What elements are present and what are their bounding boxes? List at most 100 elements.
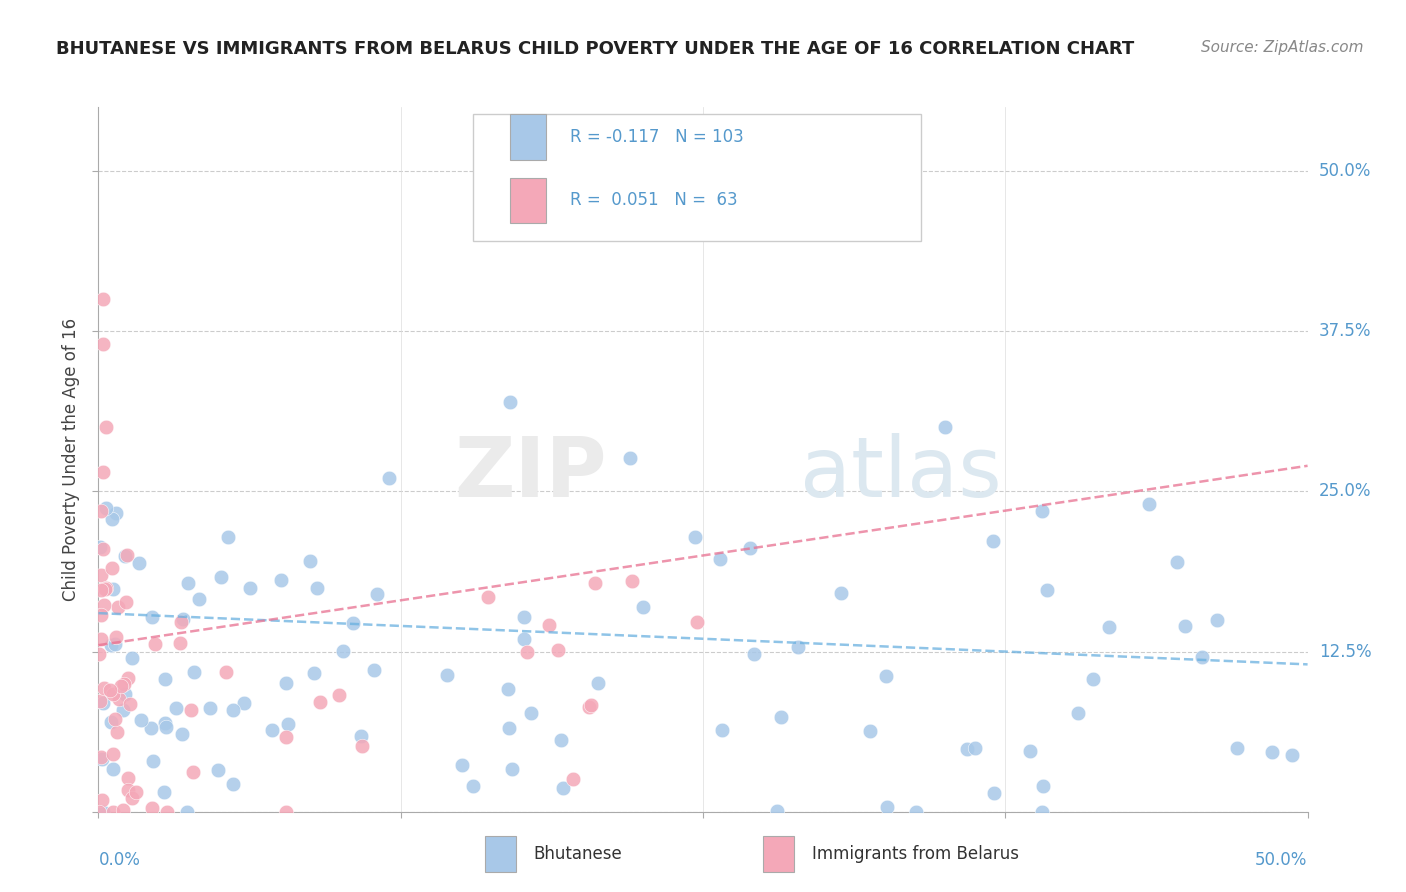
Point (513, 610, 536, 624)
Point (105, 725, 128, 739)
Text: 50.0%: 50.0% (1256, 851, 1308, 869)
Point (547, 643, 569, 657)
Point (112, 803, 135, 817)
Point (114, 549, 136, 563)
Point (172, 612, 194, 626)
Point (904, 805, 927, 819)
Point (89, 540, 111, 554)
Point (1281, 747, 1303, 762)
Point (110, 679, 132, 693)
Point (477, 590, 499, 604)
Point (139, 721, 162, 735)
Text: Immigrants from Belarus: Immigrants from Belarus (811, 845, 1019, 863)
Point (233, 696, 256, 710)
Point (620, 574, 643, 589)
Bar (509, 178, 546, 223)
Point (121, 790, 143, 805)
Point (101, 512, 124, 526)
Point (1083, 673, 1105, 687)
Point (299, 554, 322, 568)
Point (89, 694, 111, 708)
Point (302, 665, 325, 680)
Point (332, 644, 354, 658)
Point (498, 394, 520, 409)
Point (583, 576, 606, 591)
Point (100, 638, 122, 652)
Point (309, 695, 332, 709)
Point (579, 698, 602, 713)
Point (277, 717, 299, 731)
Point (1191, 650, 1213, 665)
Point (498, 721, 520, 735)
Point (143, 637, 166, 651)
Point (170, 727, 193, 741)
Point (117, 782, 139, 797)
Point (963, 740, 986, 755)
Point (342, 615, 364, 630)
Point (176, 805, 198, 819)
FancyBboxPatch shape (474, 114, 921, 241)
Point (981, 533, 1004, 548)
Point (101, 561, 124, 575)
Point (516, 645, 538, 659)
Point (129, 714, 152, 728)
Text: R =  0.051   N =  63: R = 0.051 N = 63 (569, 192, 738, 210)
Point (276, 805, 298, 819)
Point (377, 471, 399, 485)
Point (90, 793, 112, 807)
Point (101, 687, 124, 701)
Point (169, 636, 191, 650)
Point (117, 671, 139, 685)
Point (1137, 497, 1160, 511)
Point (141, 609, 163, 624)
Point (538, 617, 561, 632)
Point (1166, 555, 1188, 569)
Point (209, 570, 232, 584)
Point (328, 688, 350, 702)
Point (207, 763, 229, 777)
Point (141, 801, 163, 815)
Point (90, 503, 112, 517)
Point (742, 647, 765, 661)
Point (180, 703, 202, 717)
Text: ZIP: ZIP (454, 433, 606, 514)
Point (90, 608, 112, 623)
Text: R = -0.117   N = 103: R = -0.117 N = 103 (569, 128, 744, 146)
Bar (763, 837, 794, 871)
Y-axis label: Child Poverty Under the Age of 16: Child Poverty Under the Age of 16 (62, 318, 80, 601)
Point (1067, 706, 1090, 721)
Point (128, 556, 150, 570)
Point (101, 747, 124, 761)
Point (983, 786, 1005, 800)
Point (91, 542, 114, 557)
Point (436, 668, 458, 682)
Point (352, 739, 374, 754)
Point (93, 681, 115, 695)
Point (183, 665, 205, 679)
Text: atlas: atlas (800, 433, 1001, 514)
Point (90, 749, 112, 764)
Point (238, 581, 260, 595)
Point (276, 730, 298, 744)
Bar (485, 837, 516, 871)
Point (91, 696, 114, 710)
Point (87, 805, 110, 819)
Text: Source: ZipAtlas.com: Source: ZipAtlas.com (1201, 40, 1364, 55)
Point (1098, 620, 1121, 634)
Point (100, 715, 122, 730)
Point (496, 682, 519, 697)
Point (578, 699, 600, 714)
Point (260, 723, 283, 738)
Point (1205, 613, 1227, 627)
Point (956, 741, 979, 756)
Point (710, 723, 733, 737)
Point (740, 541, 762, 555)
Point (93, 582, 115, 597)
Point (91, 337, 114, 351)
Point (363, 663, 385, 677)
Point (89, 632, 111, 646)
Text: Bhutanese: Bhutanese (534, 845, 623, 863)
Point (153, 672, 176, 686)
Point (177, 576, 200, 591)
Point (101, 582, 124, 597)
